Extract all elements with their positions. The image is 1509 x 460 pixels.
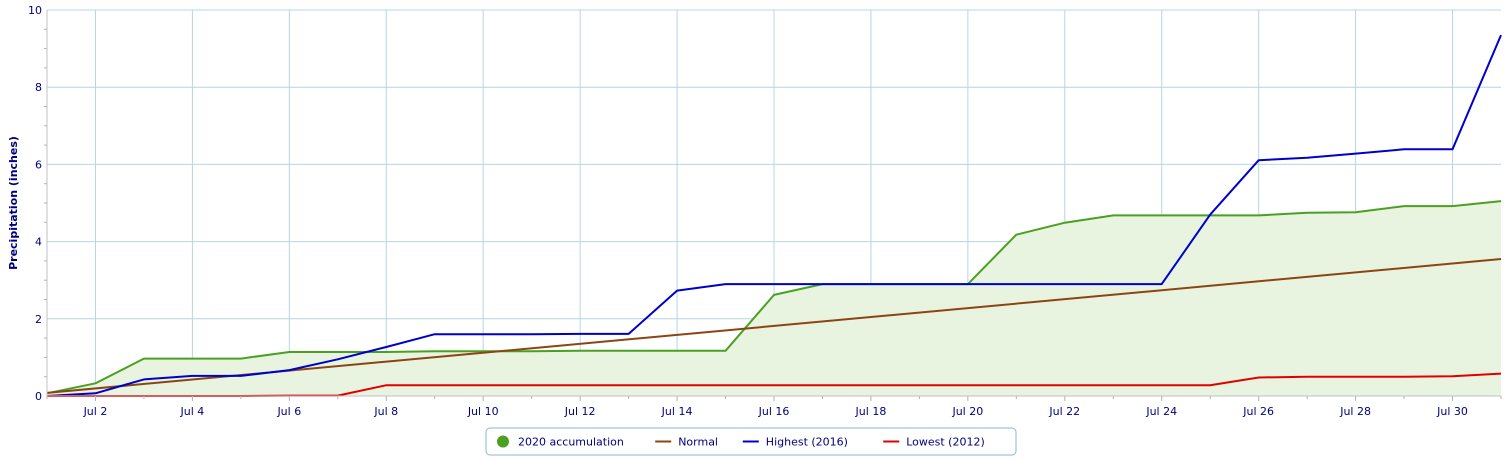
series-line-0 [46, 200, 1502, 395]
x-tick-label: Jul 4 [180, 405, 205, 418]
series-area-0 [47, 201, 1501, 396]
y-tick-label: 6 [35, 158, 42, 171]
legend-label-3: Lowest (2012) [906, 436, 985, 449]
series-line-2 [46, 34, 1502, 397]
y-axis-title: Precipitation (inches) [7, 136, 20, 270]
x-tick-label: Jul 18 [855, 405, 887, 418]
y-tick-label: 8 [35, 81, 42, 94]
x-tick-label: Jul 8 [373, 405, 398, 418]
legend-label-2: Highest (2016) [766, 436, 848, 449]
area-layer [47, 201, 1501, 396]
x-tick-label: Jul 24 [1145, 405, 1177, 418]
y-tick-label: 10 [28, 4, 42, 17]
x-tick-label: Jul 22 [1048, 405, 1080, 418]
x-tick-label: Jul 28 [1339, 405, 1371, 418]
y-tick-label: 0 [35, 390, 42, 403]
x-tick-label: Jul 2 [83, 405, 108, 418]
x-tick-label: Jul 16 [758, 405, 790, 418]
legend-label-0: 2020 accumulation [518, 436, 624, 449]
y-tick-label: 4 [35, 236, 42, 249]
x-tick-label: Jul 6 [276, 405, 301, 418]
axes: 0 2 4 6 8 10 Jul 2 Jul 4 Jul 6 Jul 8 Jul 10 Jul 12 J… [28, 4, 1502, 418]
legend-swatch-0 [497, 435, 509, 448]
legend[interactable]: 2020 accumulation Normal Highest (2016) Low… [485, 427, 1017, 456]
x-tick-label: Jul 12 [564, 405, 596, 418]
x-tick-label: Jul 30 [1436, 405, 1468, 418]
x-tick-label: Jul 10 [467, 405, 499, 418]
legend-label-1: Normal [678, 436, 718, 449]
x-tick-label: Jul 26 [1242, 405, 1274, 418]
x-tick-label: Jul 14 [661, 405, 693, 418]
x-tick-label: Jul 20 [951, 405, 983, 418]
y-tick-label: 2 [35, 313, 42, 326]
